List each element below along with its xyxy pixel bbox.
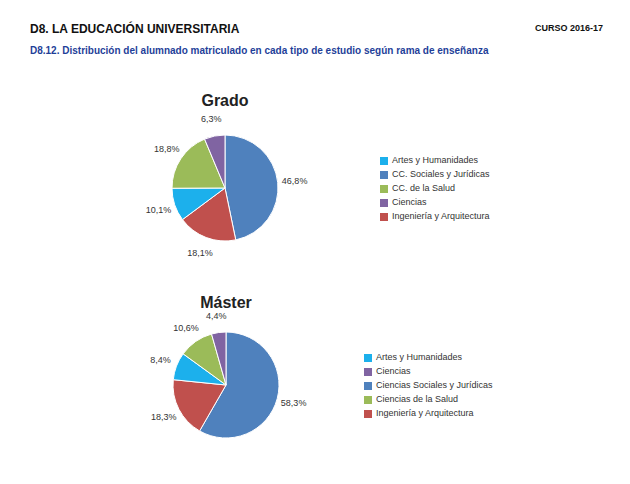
html-text:D8.12. Distribución del alumna: D8.12. Distribución del alumnado matricu… <box>30 45 489 56</box>
html-text:Ingeniería y Arquitectura: Ingeniería y Arquitectura <box>392 211 490 221</box>
html-text:Grado: Grado <box>201 92 249 109</box>
svg-text:18,3%: 18,3% <box>151 412 177 422</box>
html-text:Ciencias Sociales y Jurídicas: Ciencias Sociales y Jurídicas <box>376 380 493 390</box>
svg-text:46,8%: 46,8% <box>282 176 308 186</box>
svg-text:4,4%: 4,4% <box>206 311 227 321</box>
html-text:CC. de la Salud: CC. de la Salud <box>392 183 455 193</box>
html-text:CC. Sociales y Jurídicas: CC. Sociales y Jurídicas <box>392 169 490 179</box>
svg-text:6,3%: 6,3% <box>201 114 222 124</box>
html-text:Ciencias: Ciencias <box>392 197 427 207</box>
html-text:Artes y Humanidades: Artes y Humanidades <box>392 155 478 165</box>
html-text:Ingeniería y Arquitectura: Ingeniería y Arquitectura <box>376 408 474 418</box>
html-text:Artes y Humanidades: Artes y Humanidades <box>376 352 462 362</box>
html-text:CURSO 2016-17: CURSO 2016-17 <box>535 23 603 33</box>
svg-text:8,4%: 8,4% <box>150 355 171 365</box>
svg-text:58,3%: 58,3% <box>281 398 307 408</box>
html-text:Ciencias: Ciencias <box>376 366 411 376</box>
html-text:Máster: Máster <box>200 294 252 311</box>
html-text:D8. LA EDUCACIÓN UNIVERSITARIA: D8. LA EDUCACIÓN UNIVERSITARIA <box>30 22 240 36</box>
svg-text:18,1%: 18,1% <box>187 248 213 258</box>
svg-text:10,6%: 10,6% <box>173 323 199 333</box>
svg-text:10,1%: 10,1% <box>146 205 172 215</box>
html-text:Ciencias de la Salud: Ciencias de la Salud <box>376 394 459 404</box>
svg-text:18,8%: 18,8% <box>154 144 180 154</box>
